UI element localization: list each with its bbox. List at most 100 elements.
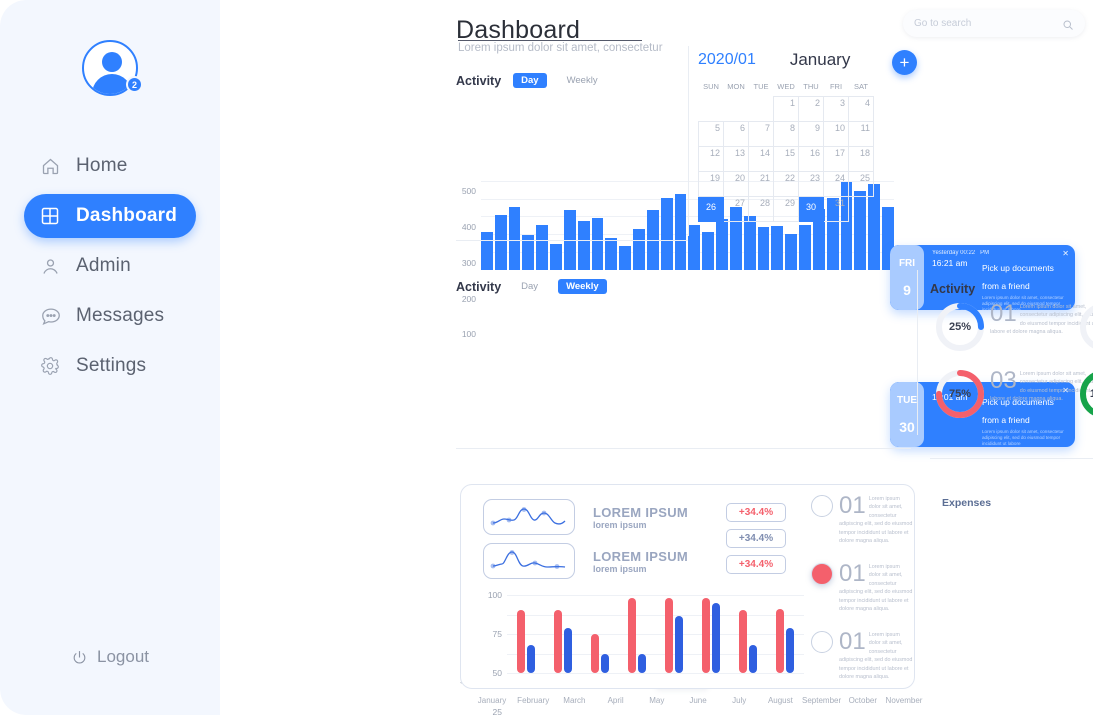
calendar-day-cell[interactable]: 21 xyxy=(748,171,774,197)
calendar-day-cell[interactable]: 8 xyxy=(773,121,799,147)
search-box[interactable] xyxy=(903,10,1085,37)
radio-list-item[interactable]: 01 Lorem ipsum dolor sit amet, consectetu… xyxy=(811,630,913,681)
calendar-day-cell[interactable]: 22 xyxy=(773,171,799,197)
calendar-day-cell[interactable]: 17 xyxy=(823,146,849,172)
bar[interactable] xyxy=(627,598,636,673)
calendar-day-cell[interactable]: 30 xyxy=(798,196,824,222)
calendar-add-button[interactable]: + xyxy=(892,50,917,75)
bar[interactable] xyxy=(702,231,715,270)
calendar-day-cell[interactable]: 5 xyxy=(698,121,724,147)
sidebar-item-messages[interactable]: Messages xyxy=(24,294,196,338)
calendar-day-cell[interactable]: 20 xyxy=(723,171,749,197)
radio-list-item[interactable]: 01 Lorem ipsum dolor sit amet, consectetu… xyxy=(811,494,913,545)
bar[interactable] xyxy=(577,220,590,270)
bar[interactable] xyxy=(702,598,711,673)
calendar-day-cell[interactable]: 16 xyxy=(798,146,824,172)
percent-chip[interactable]: +34.4% xyxy=(726,503,786,522)
bar[interactable] xyxy=(646,209,659,270)
bar[interactable] xyxy=(712,602,721,673)
calendar-day-cell[interactable]: 11 xyxy=(848,121,874,147)
radio-button[interactable] xyxy=(811,563,833,585)
sidebar-item-settings[interactable]: Settings xyxy=(24,344,196,388)
bar[interactable] xyxy=(812,209,825,270)
bar[interactable] xyxy=(771,226,784,270)
calendar-day-cell[interactable]: 26 xyxy=(698,196,724,222)
bar[interactable] xyxy=(550,244,562,270)
calendar-day-cell[interactable]: 2 xyxy=(798,96,824,122)
radio-button[interactable] xyxy=(811,495,833,517)
bar[interactable] xyxy=(674,193,687,270)
search-icon[interactable] xyxy=(1062,18,1074,30)
bar[interactable] xyxy=(799,225,811,270)
calendar-day-cell[interactable]: 1 xyxy=(773,96,799,122)
calendar-day-cell[interactable]: 3 xyxy=(823,96,849,122)
calendar-day-cell[interactable]: 12 xyxy=(698,146,724,172)
calendar-day-cell[interactable]: 15 xyxy=(773,146,799,172)
bar[interactable] xyxy=(716,219,728,270)
bar[interactable] xyxy=(729,206,742,270)
bar[interactable] xyxy=(516,609,525,673)
calendar-day-cell[interactable]: 24 xyxy=(823,171,849,197)
bar[interactable] xyxy=(536,225,549,270)
calendar-day-cell[interactable]: 13 xyxy=(723,146,749,172)
calendar-day-cell[interactable]: 23 xyxy=(798,171,824,197)
sidebar-item-dashboard[interactable]: Dashboard xyxy=(24,194,196,238)
bar[interactable] xyxy=(688,225,701,270)
sidebar-item-home[interactable]: Home xyxy=(24,144,196,188)
sidebar-item-admin[interactable]: Admin xyxy=(24,244,196,288)
calendar-day-cell[interactable]: 19 xyxy=(698,171,724,197)
bar[interactable] xyxy=(553,609,562,673)
bar[interactable] xyxy=(665,598,674,673)
bar[interactable] xyxy=(600,653,609,673)
calendar-day-cell[interactable]: 4 xyxy=(848,96,874,122)
event-card-fri[interactable]: FRI 9 Yesterday 00:22 PM 16:21 am Pick u… xyxy=(890,245,1075,310)
bar[interactable] xyxy=(591,217,604,270)
calendar-day-cell[interactable]: 6 xyxy=(723,121,749,147)
bar[interactable] xyxy=(739,609,748,673)
bar[interactable] xyxy=(508,206,521,270)
calendar-table[interactable]: SUN MON TUE WED THU FRI SAT 1 2 3 4 5 6 7 8 9 10 11 12 13 14… xyxy=(698,82,874,222)
calendar-day-cell[interactable]: 29 xyxy=(773,196,799,222)
bar[interactable] xyxy=(826,198,839,270)
logout-button[interactable]: Logout xyxy=(0,647,220,667)
calendar-day-cell[interactable]: 31 xyxy=(823,196,849,222)
calendar-day-cell[interactable]: 18 xyxy=(848,146,874,172)
close-icon[interactable]: ✕ xyxy=(1062,249,1069,258)
bar[interactable] xyxy=(481,231,493,270)
calendar-day-cell[interactable]: 27 xyxy=(723,196,749,222)
percent-chip[interactable]: +34.4% xyxy=(726,555,786,574)
calendar-day-cell[interactable]: 7 xyxy=(748,121,774,147)
bar[interactable] xyxy=(494,214,507,270)
calendar-day-cell[interactable]: 28 xyxy=(748,196,774,222)
bar[interactable] xyxy=(840,181,853,270)
tab-weekly[interactable]: Weekly xyxy=(558,279,607,294)
bar[interactable] xyxy=(749,644,758,673)
bar[interactable] xyxy=(637,653,646,673)
calendar-day-cell[interactable]: 9 xyxy=(798,121,824,147)
percent-chip[interactable]: +34.4% xyxy=(726,529,786,548)
radio-list-item[interactable]: 01 Lorem ipsum dolor sit amet, consectetu… xyxy=(811,562,913,613)
bar[interactable] xyxy=(563,209,576,270)
tab-day[interactable]: Day xyxy=(513,73,547,88)
bar[interactable] xyxy=(786,627,795,673)
tab-weekly[interactable]: Weekly xyxy=(566,75,598,86)
bar[interactable] xyxy=(526,644,535,673)
event-card-tue[interactable]: TUE 30 18:01 am Pick up documents from a… xyxy=(890,382,1075,447)
avatar[interactable] xyxy=(82,40,138,96)
search-input[interactable] xyxy=(914,18,1062,29)
bar[interactable] xyxy=(660,198,673,270)
calendar-day-cell[interactable]: 14 xyxy=(748,146,774,172)
tab-day[interactable]: Day xyxy=(521,281,539,292)
bar[interactable] xyxy=(868,183,881,270)
calendar-day-cell[interactable]: 10 xyxy=(823,121,849,147)
plus-icon[interactable]: + xyxy=(892,50,917,75)
bar[interactable] xyxy=(633,228,645,270)
radio-button[interactable] xyxy=(811,631,833,653)
bar[interactable] xyxy=(522,234,535,270)
close-icon[interactable]: ✕ xyxy=(1062,386,1069,395)
bar[interactable] xyxy=(590,634,599,673)
bar[interactable] xyxy=(757,226,770,270)
bar[interactable] xyxy=(605,237,618,270)
bar[interactable] xyxy=(743,216,756,270)
calendar-day-cell[interactable]: 25 xyxy=(848,171,874,197)
